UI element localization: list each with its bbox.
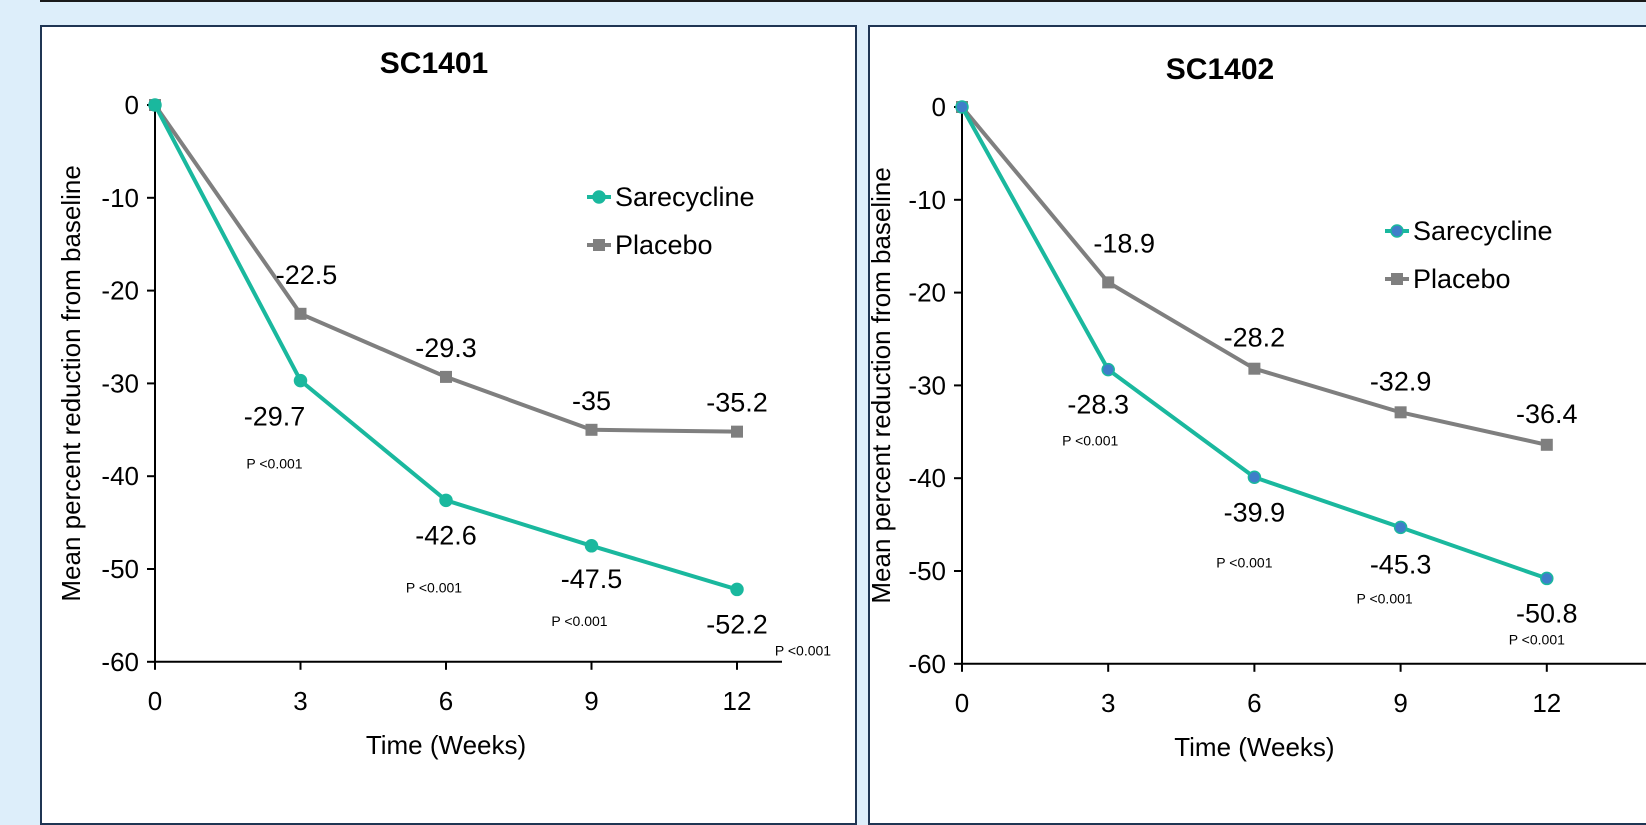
data-label-sarecycline: -47.5 [561,564,623,594]
data-label-placebo: -28.2 [1224,323,1286,353]
data-label-sarecycline: -42.6 [415,520,477,550]
p-value-label: P <0.001 [551,613,607,629]
data-label-placebo: -29.3 [415,333,477,363]
p-value-label: P <0.001 [1062,433,1118,449]
data-label-sarecycline: -39.9 [1224,497,1286,527]
data-label-sarecycline: -45.3 [1370,549,1432,579]
p-value-label: P <0.001 [1216,554,1272,570]
data-label-sarecycline: -28.3 [1067,390,1129,420]
data-label-placebo: -35.2 [706,388,768,418]
y-tick-label: -20 [908,278,946,308]
y-tick-label: -60 [908,649,946,679]
data-point-sarecycline [584,539,599,553]
line-chart-sc1401: SC1401 0 -10 -20 -30 -40 -50 -60 0 3 6 9 12 Time (Wee… [56,47,831,760]
data-point-placebo [731,425,743,438]
p-value-label: P <0.001 [246,456,302,472]
legend-label-sarecycline: Sarecycline [615,182,755,212]
legend-marker-placebo [1391,273,1403,285]
data-point-sarecycline [955,100,969,114]
x-tick-label: 12 [1532,688,1561,718]
chart-title: SC1401 [380,47,488,80]
data-point-sarecycline [1101,362,1115,377]
y-tick-label: -40 [908,463,946,493]
data-point-sarecycline [293,373,308,388]
data-point-placebo [1540,438,1553,451]
y-tick-label: -30 [908,370,946,400]
data-point-sarecycline [1540,571,1554,586]
legend-label-placebo: Placebo [1413,264,1511,294]
data-point-sarecycline [730,582,744,597]
y-tick-label: -50 [101,554,139,584]
y-tick-label: -10 [101,183,139,213]
y-tick-label: -40 [101,461,139,491]
p-value-label: P <0.001 [1357,590,1413,606]
legend-label-placebo: Placebo [615,230,713,260]
p-value-label: P <0.001 [1509,631,1565,647]
x-axis-title: Time (Weeks) [1174,732,1334,762]
legend-label-sarecycline: Sarecycline [1413,216,1553,246]
data-point-sarecycline [148,98,162,112]
y-tick-label: -30 [101,368,139,398]
x-tick-label: 6 [1247,688,1261,718]
chart-panel-sc1402: SC1402 0 -10 -20 -30 -40 -50 -60 0 3 6 9 12 Time (Wee… [866,25,1646,825]
top-border [40,0,1646,2]
y-tick-label: -10 [908,185,946,215]
data-point-sarecycline [1247,470,1262,485]
data-point-placebo [1102,276,1115,289]
y-tick-label: 0 [932,92,946,122]
x-tick-label: 9 [584,686,598,716]
data-label-placebo: -18.9 [1093,228,1155,258]
data-label-sarecycline: -29.7 [244,402,306,432]
x-tick-label: 3 [293,686,307,716]
p-value-label: P <0.001 [775,642,831,658]
y-tick-label: -50 [908,556,946,586]
data-label-placebo: -36.4 [1516,399,1578,429]
data-point-placebo [294,307,307,320]
x-tick-label: 6 [439,686,453,716]
data-label-sarecycline: -52.2 [706,609,768,639]
data-point-sarecycline [439,493,453,508]
chart-panel-sc1401: SC1401 0 -10 -20 -30 -40 -50 -60 0 3 6 9 12 Time (Wee… [40,25,857,825]
legend-marker-sarecycline [592,190,606,204]
data-label-placebo: -32.9 [1370,366,1432,396]
p-value-label: P <0.001 [406,579,462,595]
y-axis-title: Mean percent reduction from baseline [866,167,896,603]
legend-marker-sarecycline [1390,224,1404,238]
x-axis-title: Time (Weeks) [366,730,526,760]
y-axis-title: Mean percent reduction from baseline [56,165,86,601]
x-tick-label: 12 [723,686,752,716]
data-point-placebo [585,423,598,436]
data-point-placebo [440,370,452,383]
chart-title: SC1402 [1166,53,1274,86]
x-tick-label: 0 [955,688,969,718]
data-label-placebo: -35 [572,386,611,416]
x-tick-label: 0 [148,686,162,716]
data-label-sarecycline: -50.8 [1516,598,1578,628]
x-tick-label: 9 [1393,688,1407,718]
data-point-placebo [1248,362,1261,375]
legend-marker-placebo [593,239,605,251]
data-label-placebo: -22.5 [276,260,338,290]
y-tick-label: -60 [101,647,139,677]
x-tick-label: 3 [1101,688,1115,718]
y-tick-label: 0 [125,90,139,120]
line-chart-sc1402: SC1402 0 -10 -20 -30 -40 -50 -60 0 3 6 9 12 Time (Wee… [866,53,1646,762]
data-point-sarecycline [1393,520,1408,535]
y-tick-label: -20 [101,276,139,306]
data-point-placebo [1394,406,1407,419]
